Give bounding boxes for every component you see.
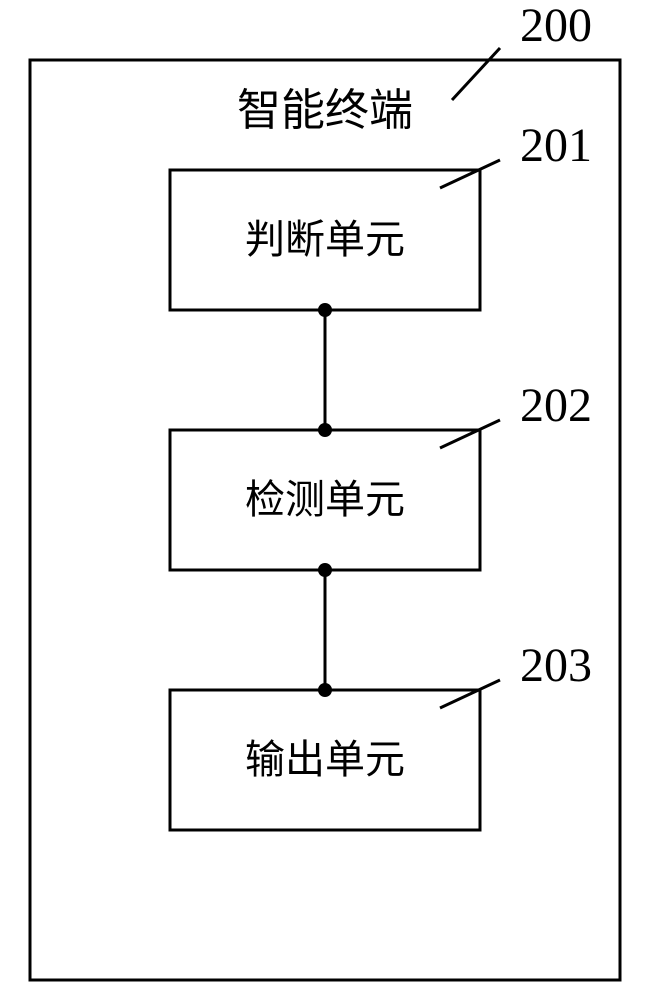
connector-dot-top — [318, 303, 332, 317]
container-title: 智能终端 — [237, 86, 413, 135]
unit-judge-label: 判断单元 — [245, 217, 405, 262]
connector-dot-bottom — [318, 423, 332, 437]
connector-dot-top — [318, 563, 332, 577]
label-203: 203 — [520, 639, 592, 692]
label-200: 200 — [520, 0, 592, 52]
unit-detect-label: 检测单元 — [245, 477, 405, 522]
label-201: 201 — [520, 119, 592, 172]
label-202: 202 — [520, 379, 592, 432]
connector-dot-bottom — [318, 683, 332, 697]
unit-output-label: 输出单元 — [245, 737, 405, 782]
